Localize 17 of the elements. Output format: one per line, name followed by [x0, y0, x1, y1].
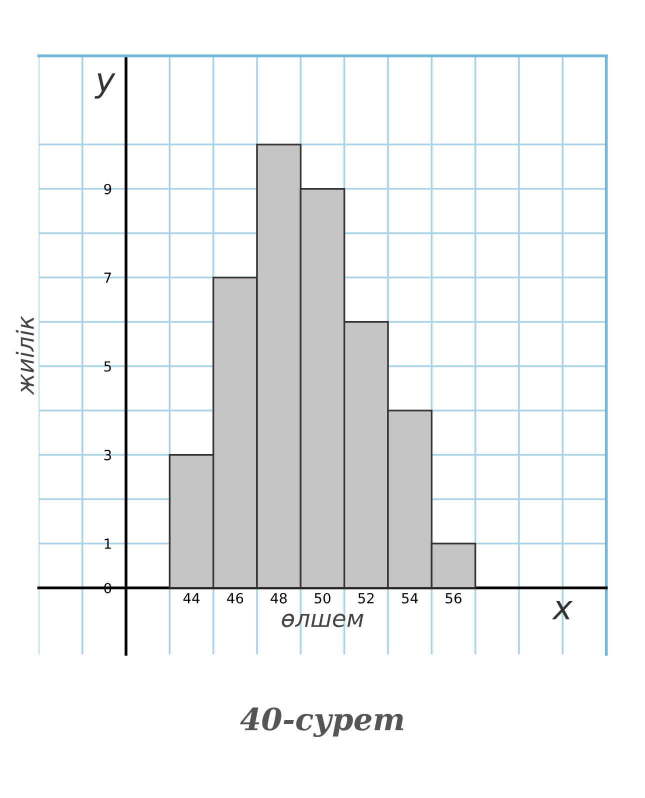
x-tick-label: 44 [183, 593, 200, 604]
x-tick-label: 52 [358, 592, 374, 604]
y-axis-title: жиілік [16, 316, 34, 396]
y-tick-label: 7 [104, 272, 111, 283]
y-tick-label: 3 [104, 450, 112, 460]
x-tick-label: 46 [227, 592, 244, 604]
y-tick-label: 1 [104, 538, 111, 549]
y-tick-label: 5 [104, 361, 111, 372]
text: 40-сурет [240, 707, 404, 737]
x-tick-label: 48 [270, 592, 287, 604]
x-tick-label: 54 [402, 593, 418, 604]
y-tick-label: 9 [104, 184, 112, 194]
x-tick-label: 50 [314, 592, 330, 604]
x-axis-title: өлшем [282, 614, 364, 628]
text: y [94, 73, 116, 99]
text: x [552, 600, 573, 620]
x-tick-label: 56 [446, 592, 462, 604]
